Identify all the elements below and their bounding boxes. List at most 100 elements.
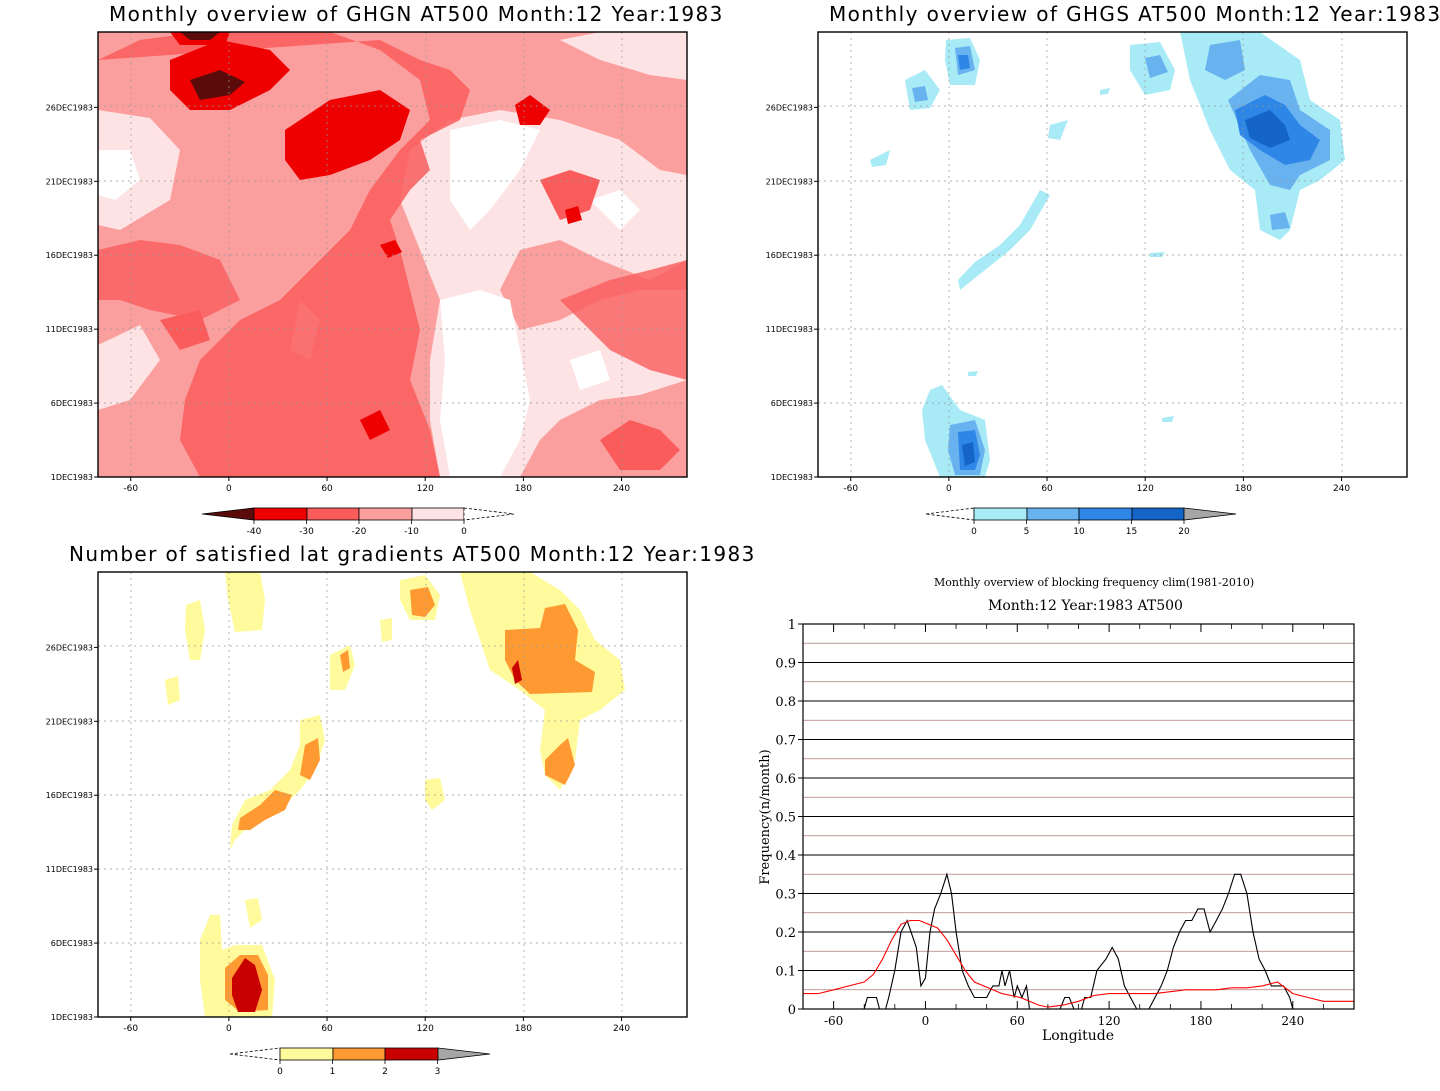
ghgs-contours xyxy=(870,32,1345,477)
colorbar-tick-label: 10 xyxy=(1073,527,1085,537)
gradients-frame xyxy=(97,571,688,1018)
gradients-grid xyxy=(98,572,687,1017)
map-x-tick-label: 60 xyxy=(321,1024,333,1034)
ghgs-map xyxy=(817,31,1408,478)
map-x-tick-label: 60 xyxy=(321,484,333,494)
map-y-tick-label: 11DEC1983 xyxy=(766,325,813,334)
frequency-x-tick-label: 120 xyxy=(1098,1014,1121,1028)
gradients-colorbar xyxy=(229,1047,491,1061)
frequency-x-tick-label: -60 xyxy=(824,1014,843,1028)
colorbar-tick-label: -20 xyxy=(352,527,367,537)
gradients-contours xyxy=(165,572,625,1017)
frequency-ticks: 0 0.1 0.2 0.3 0.4 0.5 0.6 0.7 0.8 0.9 1 -60 0 60 120 18… xyxy=(775,618,1355,1028)
ghgs-title: Monthly overview of GHGS AT500 Month:12 … xyxy=(829,2,1440,26)
frequency-series-red xyxy=(803,919,1354,1008)
frequency-y-tick-label: 0.8 xyxy=(775,695,796,710)
map-x-tick-label: -60 xyxy=(123,484,138,494)
ghgs-colorbar xyxy=(925,507,1237,521)
map-y-tick-label: 11DEC1983 xyxy=(46,325,93,334)
frequency-y-tick-label: 0.9 xyxy=(775,657,796,672)
map-x-tick-label: 240 xyxy=(613,484,630,494)
frequency-x-tick-label: 60 xyxy=(1010,1014,1025,1028)
map-y-tick-label: 16DEC1983 xyxy=(46,791,93,800)
colorbar-tick-label: 0 xyxy=(277,1067,283,1077)
frequency-y-tick-label: 1 xyxy=(788,618,796,633)
colorbar-tick-label: 3 xyxy=(435,1067,441,1077)
map-x-tick-label: 180 xyxy=(515,1024,532,1034)
map-y-tick-label: 26DEC1983 xyxy=(46,103,93,112)
colorbar-tick-label: 5 xyxy=(1024,527,1030,537)
frequency-y-tick-label: 0.7 xyxy=(775,734,796,749)
frequency-xlabel: Longitude xyxy=(1042,1028,1114,1044)
colorbar-tick-label: -10 xyxy=(404,527,419,537)
map-y-tick-label: 6DEC1983 xyxy=(771,399,813,408)
ghgn-frame xyxy=(97,31,688,478)
colorbar-tick-label: -30 xyxy=(299,527,314,537)
map-x-tick-label: 240 xyxy=(1333,484,1350,494)
map-y-tick-label: 21DEC1983 xyxy=(46,177,93,186)
frequency-y-tick-label: 0.5 xyxy=(775,811,796,826)
frequency-y-tick-label: 0.6 xyxy=(775,772,796,787)
map-x-tick-label: 180 xyxy=(1235,484,1252,494)
ghgs-plot-area xyxy=(818,32,1407,477)
map-x-tick-label: 60 xyxy=(1041,484,1053,494)
colorbar-tick-label: 2 xyxy=(382,1067,388,1077)
map-y-tick-label: 21DEC1983 xyxy=(46,717,93,726)
frequency-y-tick-label: 0.3 xyxy=(775,888,796,903)
ghgs-grid xyxy=(818,32,1407,477)
frequency-title: Monthly overview of blocking frequency c… xyxy=(934,576,1255,589)
map-y-tick-label: 26DEC1983 xyxy=(46,643,93,652)
frequency-x-tick-label: 180 xyxy=(1189,1014,1212,1028)
map-x-tick-label: 0 xyxy=(226,484,232,494)
colorbar-tick-label: -40 xyxy=(247,527,262,537)
frequency-subtitle: Month:12 Year:1983 AT500 xyxy=(988,598,1183,614)
gradients-title: Number of satisfied lat gradients AT500 … xyxy=(69,542,756,566)
map-y-tick-label: 26DEC1983 xyxy=(766,103,813,112)
map-y-tick-label: 11DEC1983 xyxy=(46,865,93,874)
colorbar-labels: -40 -30 -20 -10 0 0 5 10 15 200 1 2 3 xyxy=(247,520,1190,1077)
map-y-tick-label: 6DEC1983 xyxy=(51,939,93,948)
colorbar-tick-label: 0 xyxy=(971,527,977,537)
map-x-tick-label: 0 xyxy=(946,484,952,494)
map-x-tick-label: -60 xyxy=(123,1024,138,1034)
ghgn-grid xyxy=(98,32,687,477)
frequency-ylabel: Frequency(n/month) xyxy=(758,749,773,884)
map-y-tick-label: 1DEC1983 xyxy=(51,473,93,482)
colorbar-tick-label: 20 xyxy=(1178,527,1190,537)
colorbar-tick-label: 15 xyxy=(1126,527,1137,537)
ghgs-frame xyxy=(817,31,1408,478)
map-x-tick-label: 120 xyxy=(1137,484,1154,494)
frequency-y-tick-label: 0.1 xyxy=(775,965,796,980)
map-y-tick-label: 16DEC1983 xyxy=(46,251,93,260)
ghgn-contours xyxy=(98,32,687,477)
map-x-tick-label: 240 xyxy=(613,1024,630,1034)
frequency-y-tick-label: 0.4 xyxy=(775,849,796,864)
map-y-tick-label: 16DEC1983 xyxy=(766,251,813,260)
map-x-tick-label: -60 xyxy=(843,484,858,494)
frequency-x-tick-label: 0 xyxy=(922,1014,930,1028)
map-y-tick-label: 6DEC1983 xyxy=(51,399,93,408)
ghgn-map xyxy=(97,31,688,478)
map-tick-labels: -60 0 60 120 180 2401DEC19836DEC198311DEC1983… xyxy=(46,103,1351,1034)
colorbar-tick-label: 0 xyxy=(461,527,467,537)
gradients-map xyxy=(97,571,688,1018)
frequency-x-tick-label: 240 xyxy=(1281,1014,1304,1028)
gradients-plot-area xyxy=(98,572,687,1017)
ghgn-colorbar xyxy=(201,507,515,521)
frequency-y-tick-label: 0 xyxy=(788,1003,796,1018)
map-y-tick-label: 1DEC1983 xyxy=(51,1013,93,1022)
frequency-lines xyxy=(803,872,1354,1010)
colorbar-tick-label: 1 xyxy=(330,1067,336,1077)
frequency-chart: 0 0.1 0.2 0.3 0.4 0.5 0.6 0.7 0.8 0.9 1 -60 0 60 120 18… xyxy=(758,618,1355,1044)
map-x-tick-label: 120 xyxy=(417,484,434,494)
frequency-series-black xyxy=(863,872,1294,1010)
map-x-tick-label: 120 xyxy=(417,1024,434,1034)
ghgn-title: Monthly overview of GHGN AT500 Month:12 … xyxy=(109,2,724,26)
frequency-grid xyxy=(803,642,1354,991)
map-x-tick-label: 0 xyxy=(226,1024,232,1034)
frequency-y-tick-label: 0.2 xyxy=(775,926,796,941)
map-y-tick-label: 21DEC1983 xyxy=(766,177,813,186)
map-y-tick-label: 1DEC1983 xyxy=(771,473,813,482)
map-x-tick-label: 180 xyxy=(515,484,532,494)
